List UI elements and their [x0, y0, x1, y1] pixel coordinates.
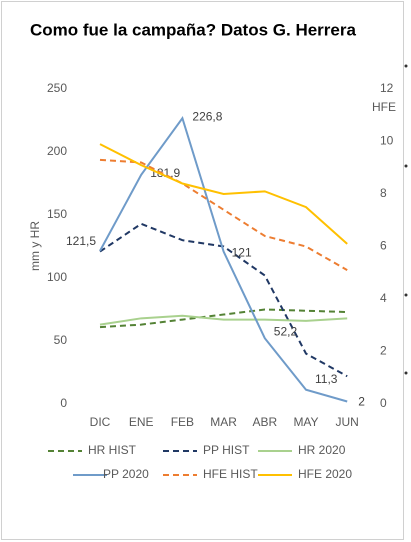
y-tick-label: 150	[47, 207, 67, 221]
y2-tick-label: 0	[380, 396, 387, 410]
legend-label: PP HIST	[203, 443, 250, 457]
y-tick-label: 250	[47, 81, 67, 95]
series-line	[99, 314, 348, 326]
x-tick-label: ENE	[129, 415, 154, 429]
x-tick-label: MAR	[210, 415, 237, 429]
y2-tick-label: 6	[380, 239, 387, 253]
data-label: 52,2	[274, 324, 298, 338]
chart-title: Como fue la campaña? Datos G. Herrera	[30, 20, 356, 39]
y2-tick-label: 2	[380, 344, 387, 358]
bullet	[404, 293, 408, 297]
series-line	[99, 222, 348, 378]
data-label: 2	[358, 395, 365, 409]
y2-tick-label: 8	[380, 186, 387, 200]
legend-label: HR HIST	[88, 443, 137, 457]
y2-tick-label: 4	[380, 291, 387, 305]
series-line	[99, 158, 348, 271]
data-label: 181,9	[150, 166, 180, 180]
y-tick-label: 200	[47, 144, 67, 158]
series-line	[99, 308, 348, 329]
legend-label: HFE HIST	[203, 467, 258, 481]
legend-label: HFE 2020	[298, 467, 352, 481]
x-tick-label: MAY	[293, 415, 318, 429]
y-tick-label: 100	[47, 270, 67, 284]
legend-label: PP 2020	[103, 467, 149, 481]
x-tick-label: DIC	[90, 415, 111, 429]
bullet	[404, 164, 408, 168]
y-axis-title: mm y HR	[28, 221, 42, 271]
data-label: 121,5	[66, 234, 96, 248]
series-line	[99, 116, 348, 403]
chart-frame	[1, 1, 404, 540]
legend-label: HR 2020	[298, 443, 346, 457]
bullet	[404, 64, 408, 68]
data-label: 11,3	[315, 372, 338, 386]
data-label: 121	[232, 246, 252, 260]
series-line	[99, 143, 348, 245]
y-tick-label: 0	[60, 396, 67, 410]
x-tick-label: JUN	[336, 415, 359, 429]
x-tick-label: ABR	[252, 415, 277, 429]
y2-tick-label: 10	[380, 134, 394, 148]
data-label: 226,8	[192, 109, 222, 123]
bullet	[404, 371, 408, 375]
y2-tick-label: 12	[380, 81, 394, 95]
y2-axis-title: HFE	[372, 100, 396, 114]
y-tick-label: 50	[54, 333, 68, 347]
x-tick-label: FEB	[171, 415, 194, 429]
